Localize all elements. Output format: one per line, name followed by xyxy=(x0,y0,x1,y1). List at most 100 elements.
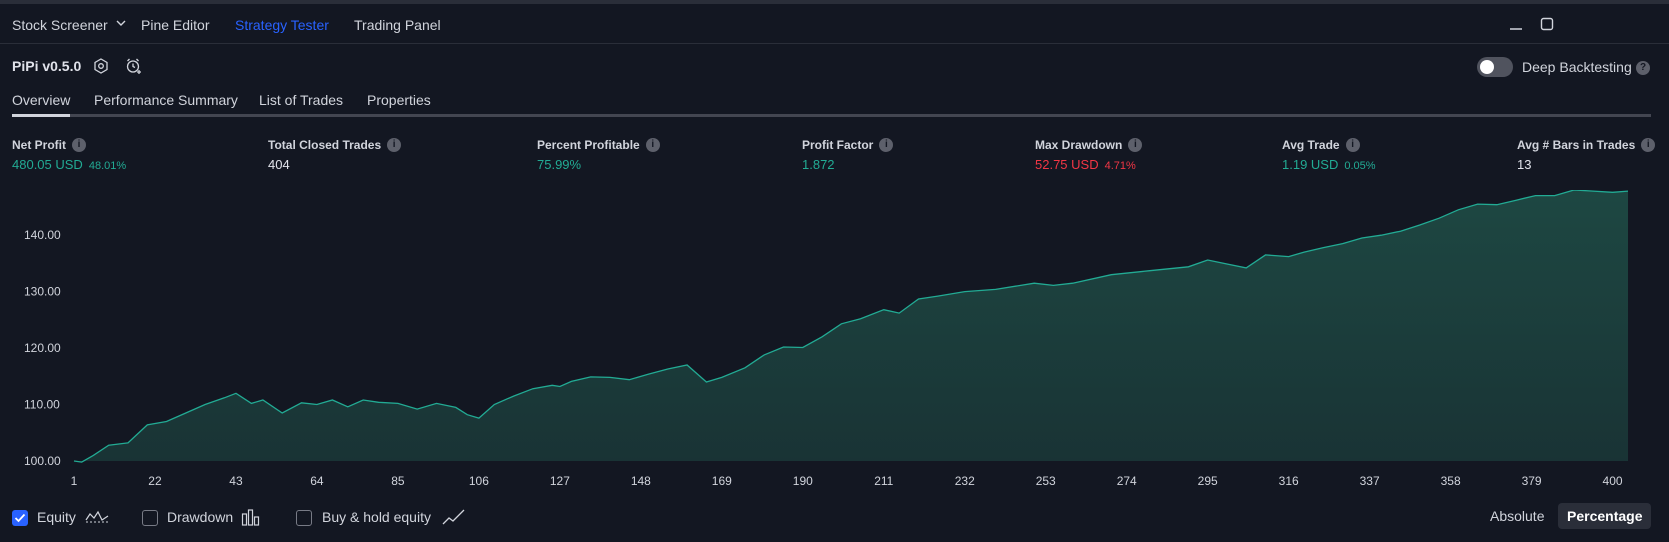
equity-point xyxy=(1534,194,1537,197)
metric-main-value: 52.75 USD xyxy=(1035,156,1099,172)
equity-point xyxy=(223,396,226,399)
y-tick-label: 120.00 xyxy=(24,341,61,355)
deep-backtesting-toggle[interactable] xyxy=(1477,57,1513,77)
metric-value: 13 xyxy=(1517,157,1655,172)
equity-point xyxy=(801,346,804,349)
equity-point xyxy=(1399,230,1402,233)
metric-main-value: 13 xyxy=(1517,156,1532,172)
equity-point xyxy=(1148,269,1151,272)
settings-icon[interactable] xyxy=(92,57,110,75)
equity-point xyxy=(1611,191,1614,194)
equity-point xyxy=(1322,246,1325,249)
equity-chart[interactable]: 100.00 110.00 120.00 130.00 140.00 1 22 43 64 85 1… xyxy=(0,190,1669,500)
subtab-overview[interactable]: Overview xyxy=(12,92,71,108)
tab-stock-screener[interactable]: Stock Screener xyxy=(12,17,108,33)
equity-point xyxy=(235,392,238,395)
chevron-down-icon[interactable] xyxy=(116,18,126,31)
equity-point xyxy=(589,375,592,378)
x-tick-label: 106 xyxy=(469,474,489,488)
absolute-mode-button[interactable]: Absolute xyxy=(1490,508,1545,524)
y-tick-label: 130.00 xyxy=(24,285,61,299)
metric-main-value: 480.05 USD xyxy=(12,156,83,172)
info-icon[interactable]: i xyxy=(1641,137,1656,152)
x-tick-label: 274 xyxy=(1117,474,1137,488)
equity-point xyxy=(570,380,573,383)
equity-point xyxy=(666,368,669,371)
x-tick-label: 85 xyxy=(391,474,405,488)
bottom-panel-tabs: Stock Screener Pine Editor Strategy Test… xyxy=(0,0,1669,44)
x-tick-label: 43 xyxy=(229,474,243,488)
percentage-mode-button[interactable]: Percentage xyxy=(1558,503,1652,529)
help-icon[interactable]: ? xyxy=(1636,61,1650,75)
metric-value: 1.19 USD 0.05% xyxy=(1282,157,1376,172)
metric-main-value: 1.19 USD xyxy=(1282,156,1339,172)
equity-point xyxy=(80,461,83,464)
drawdown-label[interactable]: Drawdown xyxy=(167,509,234,525)
info-icon[interactable]: i xyxy=(879,137,894,152)
x-tick-label: 379 xyxy=(1522,474,1542,488)
add-alert-icon[interactable] xyxy=(125,57,143,75)
metric-label: Percent Profitable xyxy=(537,138,640,152)
metric-label: Profit Factor xyxy=(802,138,874,152)
equity-label[interactable]: Equity xyxy=(37,509,76,525)
equity-point xyxy=(1206,259,1209,262)
x-tick-label: 169 xyxy=(712,474,732,488)
metric-sub-value: 48.01% xyxy=(88,159,127,172)
equity-point xyxy=(454,406,457,409)
metric-value: 52.75 USD 4.71% xyxy=(1035,157,1142,172)
minimize-icon[interactable] xyxy=(1509,17,1523,31)
equity-point xyxy=(686,364,689,367)
equity-point xyxy=(763,353,766,356)
equity-point xyxy=(204,403,207,406)
info-icon[interactable]: i xyxy=(1345,137,1360,152)
tab-pine-editor[interactable]: Pine Editor xyxy=(141,17,210,33)
equity-point xyxy=(1341,242,1344,245)
tab-trading-panel[interactable]: Trading Panel xyxy=(354,17,441,33)
equity-point xyxy=(127,441,130,444)
drawdown-checkbox[interactable] xyxy=(142,510,158,526)
info-icon[interactable]: i xyxy=(645,137,660,152)
x-tick-label: 1 xyxy=(71,474,78,488)
buy-hold-checkbox[interactable] xyxy=(296,510,312,526)
equity-point xyxy=(250,402,253,405)
metric-value: 480.05 USD 48.01% xyxy=(12,157,126,172)
equity-point xyxy=(331,399,334,402)
equity-point xyxy=(416,408,419,411)
subtab-properties[interactable]: Properties xyxy=(367,92,431,108)
equity-point xyxy=(184,412,187,415)
y-tick-label: 140.00 xyxy=(24,228,61,242)
equity-checkbox[interactable] xyxy=(12,510,28,526)
metric-value: 404 xyxy=(268,157,401,172)
maximize-icon[interactable] xyxy=(1540,17,1554,31)
equity-point xyxy=(609,376,612,379)
info-icon[interactable]: i xyxy=(387,137,402,152)
x-tick-label: 22 xyxy=(148,474,162,488)
equity-point xyxy=(165,420,168,423)
subtab-list-of-trades[interactable]: List of Trades xyxy=(259,92,344,108)
equity-point xyxy=(551,384,554,387)
info-icon[interactable]: i xyxy=(72,137,86,152)
equity-point xyxy=(1457,208,1460,211)
tab-strategy-tester[interactable]: Strategy Tester xyxy=(235,17,329,33)
equity-point xyxy=(1380,234,1383,237)
equity-point xyxy=(346,405,349,408)
x-tick-label: 400 xyxy=(1603,474,1623,488)
x-tick-label: 253 xyxy=(1036,474,1056,488)
subtab-performance-summary[interactable]: Performance Summary xyxy=(94,92,238,108)
equity-point xyxy=(936,295,939,298)
metric-main-value: 404 xyxy=(268,156,290,172)
info-icon[interactable]: i xyxy=(1128,137,1143,152)
buy-hold-label[interactable]: Buy & hold equity xyxy=(322,509,431,525)
metric-sub-value: 4.71% xyxy=(1104,159,1136,172)
y-tick-label: 100.00 xyxy=(24,454,61,468)
metric-main-value: 75.99% xyxy=(537,156,582,172)
equity-point xyxy=(1110,273,1113,276)
metric-main-value: 1.872 xyxy=(802,156,835,172)
equity-point xyxy=(720,376,723,379)
x-tick-label: 190 xyxy=(793,474,813,488)
equity-point xyxy=(917,298,920,301)
metric-value: 1.872 xyxy=(802,157,893,172)
metric-label: Max Drawdown xyxy=(1035,138,1123,152)
equity-point xyxy=(1071,282,1074,285)
equity-point xyxy=(1553,194,1556,197)
